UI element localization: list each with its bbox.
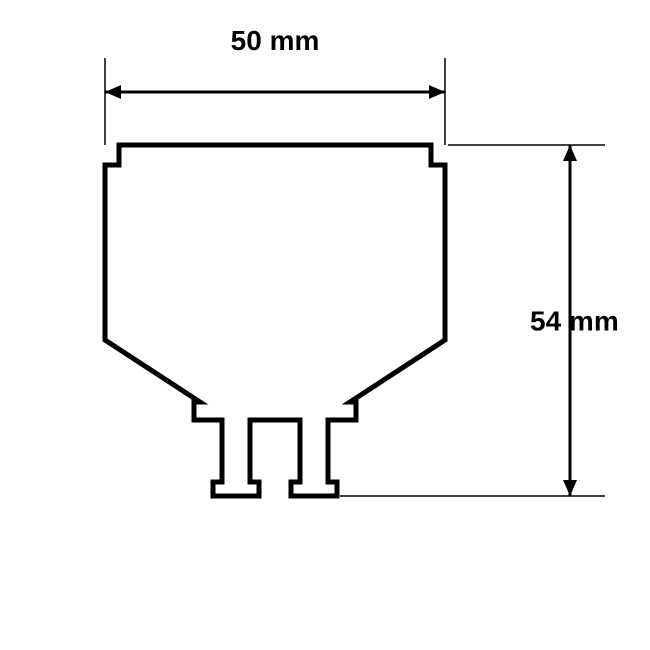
- height-dimension-label: 54 mm: [530, 305, 619, 336]
- width-dimension-label: 50 mm: [231, 25, 320, 56]
- bulb-silhouette: [105, 145, 445, 496]
